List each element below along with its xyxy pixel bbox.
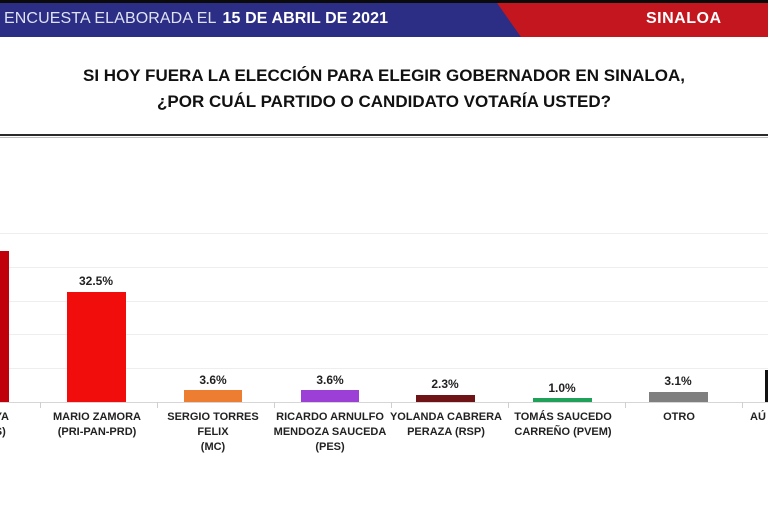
header-banner: ENCUESTA ELABORADA EL 15 DE ABRIL DE 2021… bbox=[0, 3, 768, 37]
bar-otro bbox=[649, 392, 708, 402]
survey-date-text: ENCUESTA ELABORADA EL 15 DE ABRIL DE 2021 bbox=[4, 10, 388, 28]
value-label-zamora: 32.5% bbox=[78, 274, 114, 288]
gridline bbox=[0, 233, 768, 234]
x-axis-tick bbox=[742, 402, 743, 408]
category-label-mendoza: RICARDO ARNULFO MENDOZA SAUCEDA (PES) bbox=[273, 411, 387, 453]
top-border-strip bbox=[0, 0, 768, 3]
bar-cabrera bbox=[416, 395, 475, 402]
gridline bbox=[0, 334, 768, 335]
category-label-saucedo: TOMÁS SAUCEDO CARREÑO (PVEM) bbox=[514, 411, 612, 438]
x-axis-tick bbox=[508, 402, 509, 408]
value-label-otro: 3.1% bbox=[664, 374, 692, 388]
bar-saucedo bbox=[533, 398, 592, 402]
title-separator-shadow bbox=[0, 137, 768, 138]
x-axis-tick bbox=[391, 402, 392, 408]
bar-zamora bbox=[67, 292, 126, 402]
x-axis-tick bbox=[625, 402, 626, 408]
category-label-cropped-right: AÚ bbox=[750, 411, 766, 423]
x-axis-tick bbox=[274, 402, 275, 408]
bar-cropped-right bbox=[765, 370, 768, 402]
value-label-cabrera: 2.3% bbox=[431, 377, 459, 391]
category-label-cabrera: YOLANDA CABRERA PERAZA (RSP) bbox=[389, 411, 503, 438]
bar-mendoza bbox=[301, 390, 359, 402]
category-label-zamora: MARIO ZAMORA (PRI-PAN-PRD) bbox=[53, 411, 141, 438]
survey-prefix: ENCUESTA ELABORADA EL bbox=[4, 10, 217, 27]
bar-moya bbox=[0, 251, 9, 402]
value-label-torres: 3.6% bbox=[199, 373, 227, 387]
state-label: SINALOA bbox=[646, 10, 722, 27]
value-label-mendoza: 3.6% bbox=[316, 373, 344, 387]
chart-title: SI HOY FUERA LA ELECCIÓN PARA ELEGIR GOB… bbox=[0, 63, 768, 115]
x-axis-tick bbox=[157, 402, 158, 408]
chart-title-line-1: SI HOY FUERA LA ELECCIÓN PARA ELEGIR GOB… bbox=[83, 66, 685, 85]
x-axis-tick bbox=[40, 402, 41, 408]
header-red-section bbox=[497, 3, 768, 37]
category-label-torres: SERGIO TORRES FELIX (MC) bbox=[167, 411, 259, 453]
category-label-otro: OTRO bbox=[663, 411, 695, 423]
title-separator bbox=[0, 134, 768, 136]
x-axis-baseline bbox=[0, 402, 768, 403]
chart-title-line-2: ¿POR CUÁL PARTIDO O CANDIDATO VOTARÍA US… bbox=[157, 92, 611, 111]
bar-torres bbox=[184, 390, 242, 402]
survey-date: 15 DE ABRIL DE 2021 bbox=[222, 10, 389, 27]
gridline bbox=[0, 368, 768, 369]
gridline bbox=[0, 267, 768, 268]
value-label-saucedo: 1.0% bbox=[548, 381, 576, 395]
gridline bbox=[0, 301, 768, 302]
category-label-moya: MOYAPAS) bbox=[0, 411, 9, 438]
